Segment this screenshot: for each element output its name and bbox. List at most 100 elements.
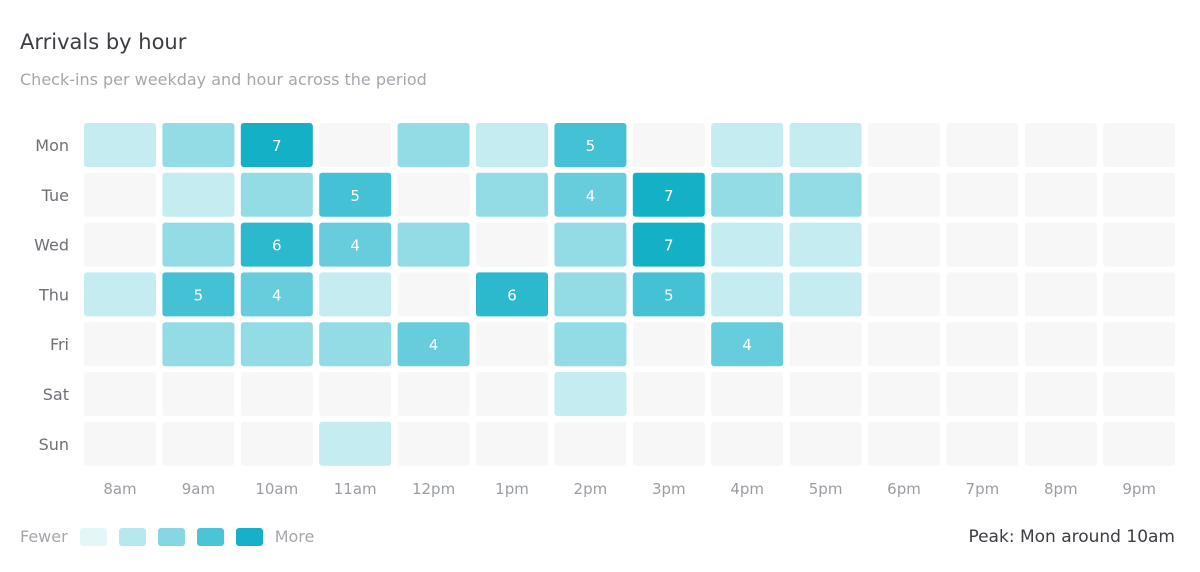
cell-sat-10am <box>240 372 313 416</box>
cell-sun-10am <box>240 421 313 466</box>
cell-sun-3pm <box>632 421 705 466</box>
cell-mon-10am <box>240 123 313 167</box>
cell-tue-5pm <box>789 172 862 217</box>
row-label-wed: Wed <box>34 236 69 255</box>
column-label-9am: 9am <box>182 480 215 498</box>
legend-swatch-2 <box>118 527 146 546</box>
chart-title: Arrivals by hour <box>20 30 187 54</box>
column-label-11am: 11am <box>334 480 377 498</box>
cell-sat-5pm <box>789 372 862 416</box>
cell-fri-6pm <box>868 322 940 367</box>
cell-thu-1pm <box>476 272 548 317</box>
cell-sun-2pm <box>554 421 627 466</box>
cell-wed-4pm <box>711 222 784 267</box>
cell-mon-12pm <box>397 123 470 167</box>
cell-fri-10am <box>240 322 313 367</box>
column-label-8am: 8am <box>103 480 136 498</box>
cell-sat-6pm <box>868 372 940 416</box>
legend-fewer-label: Fewer <box>20 527 68 546</box>
cell-mon-11am <box>319 123 392 167</box>
column-label-8pm: 8pm <box>1044 480 1078 498</box>
column-label-2pm: 2pm <box>574 480 608 498</box>
cell-fri-1pm <box>476 322 548 367</box>
cell-sat-9pm <box>1103 372 1176 416</box>
cell-mon-1pm <box>476 123 548 167</box>
cell-thu-2pm <box>554 272 627 317</box>
cell-wed-9am <box>162 222 235 267</box>
cell-value-label: 5 <box>586 137 596 155</box>
legend-swatch-1 <box>79 527 107 546</box>
cell-sun-9am <box>162 421 235 466</box>
cell-sun-7pm <box>946 421 1019 466</box>
cell-wed-7pm <box>946 222 1019 267</box>
cell-tue-8am <box>84 172 156 217</box>
row-label-sun: Sun <box>39 435 69 454</box>
column-label-5pm: 5pm <box>809 480 843 498</box>
column-label-6pm: 6pm <box>887 480 921 498</box>
cell-value-label: 5 <box>664 286 674 304</box>
cell-sat-8am <box>84 372 156 416</box>
cell-wed-11am <box>319 222 392 267</box>
cell-fri-12pm <box>397 322 470 367</box>
column-label-10am: 10am <box>255 480 298 498</box>
cell-value-label: 7 <box>272 137 282 155</box>
cell-sat-3pm <box>632 372 705 416</box>
cell-sun-11am <box>319 421 392 466</box>
cell-thu-12pm <box>397 272 470 317</box>
cell-wed-9pm <box>1103 222 1176 267</box>
color-legend: Fewer More <box>20 527 314 546</box>
row-label-sat: Sat <box>43 385 69 404</box>
cell-value-label: 5 <box>194 286 204 304</box>
cell-thu-10am <box>240 272 313 317</box>
cell-fri-4pm <box>711 322 784 367</box>
cell-sun-5pm <box>789 421 862 466</box>
cell-thu-8pm <box>1024 272 1097 317</box>
cell-wed-1pm <box>476 222 548 267</box>
cell-value-label: 5 <box>350 187 360 205</box>
cell-thu-5pm <box>789 272 862 317</box>
cell-tue-4pm <box>711 172 784 217</box>
column-label-7pm: 7pm <box>966 480 1000 498</box>
cell-sat-12pm <box>397 372 470 416</box>
cell-tue-9am <box>162 172 235 217</box>
legend-swatch-4 <box>196 527 224 546</box>
cell-value-label: 6 <box>272 237 282 255</box>
peak-summary: Peak: Mon around 10am <box>968 527 1175 547</box>
cell-wed-2pm <box>554 222 627 267</box>
row-label-thu: Thu <box>38 285 69 304</box>
cell-tue-8pm <box>1024 172 1097 217</box>
cell-wed-10am <box>240 222 313 267</box>
cell-tue-2pm <box>554 172 627 217</box>
cell-sat-1pm <box>476 372 548 416</box>
cell-wed-12pm <box>397 222 470 267</box>
cell-tue-9pm <box>1103 172 1176 217</box>
cell-sat-9am <box>162 372 235 416</box>
cell-mon-3pm <box>632 123 705 167</box>
legend-swatch-5 <box>235 527 263 546</box>
cell-tue-7pm <box>946 172 1019 217</box>
legend-more-label: More <box>274 527 315 546</box>
cell-sun-8pm <box>1024 421 1097 466</box>
cell-sun-8am <box>84 421 156 466</box>
row-label-fri: Fri <box>50 335 69 354</box>
cell-mon-4pm <box>711 123 784 167</box>
cell-sat-4pm <box>711 372 784 416</box>
cell-wed-3pm <box>632 222 705 267</box>
cell-mon-9am <box>162 123 235 167</box>
heatmap-chart: Mon 7 5 Tue 5 4 7 Wed 6 4 7 Thu 5 4 6 5 Fri 4 4 Sat Sun 8am 9a… <box>34 123 1176 498</box>
column-label-1pm: 1pm <box>495 480 529 498</box>
cell-value-label: 4 <box>742 336 752 354</box>
column-label-9pm: 9pm <box>1122 480 1156 498</box>
cell-fri-5pm <box>789 322 862 367</box>
cell-thu-9pm <box>1103 272 1176 317</box>
cell-tue-6pm <box>868 172 940 217</box>
row-label-mon: Mon <box>35 136 69 155</box>
cell-mon-9pm <box>1103 123 1176 167</box>
cell-sun-9pm <box>1103 421 1176 466</box>
cell-wed-8am <box>84 222 156 267</box>
cell-mon-6pm <box>868 123 940 167</box>
cell-fri-9am <box>162 322 235 367</box>
cell-fri-11am <box>319 322 392 367</box>
cell-fri-3pm <box>632 322 705 367</box>
cell-sun-12pm <box>397 421 470 466</box>
